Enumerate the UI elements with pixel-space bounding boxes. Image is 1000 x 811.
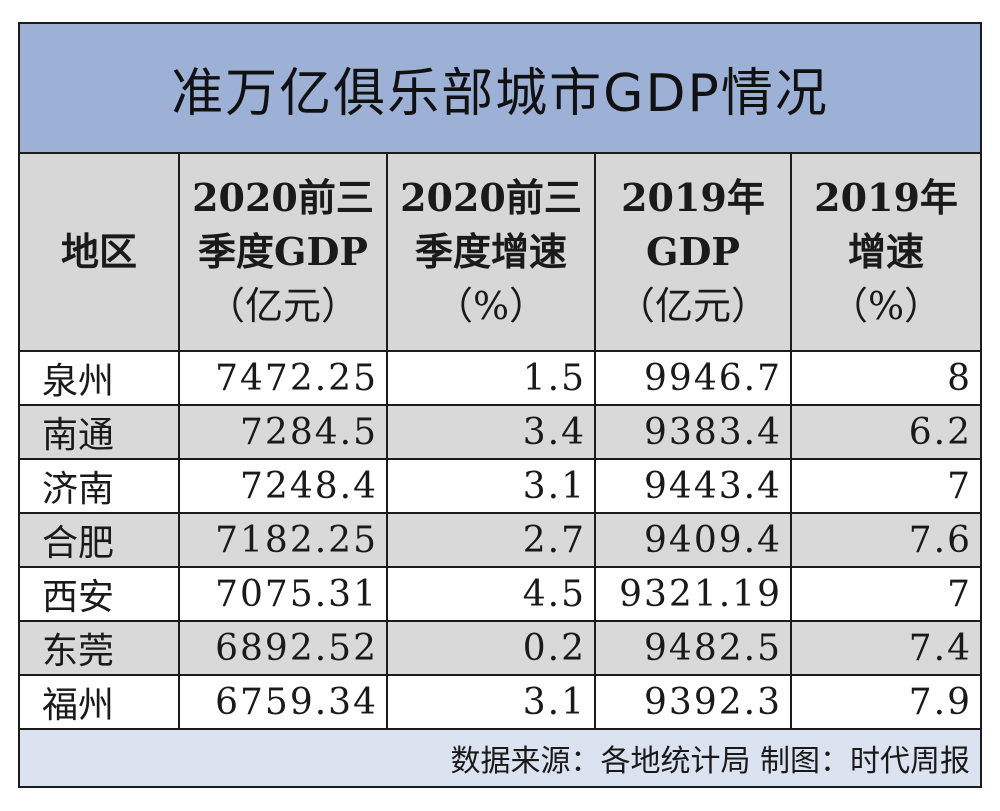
cell-gdp-2019: 9482.5 bbox=[594, 620, 792, 676]
cell-gdp-2020q3: 7284.5 bbox=[178, 404, 388, 460]
cell-growth-2019: 7.4 bbox=[789, 620, 983, 676]
table-row: 泉州 7472.25 1.5 9946.7 8 bbox=[18, 350, 983, 406]
table-row: 福州 6759.34 3.1 9392.3 7.9 bbox=[18, 674, 983, 730]
header-growth-2019: 2019年 增速 （%） bbox=[789, 152, 983, 352]
table-row: 合肥 7182.25 2.7 9409.4 7.6 bbox=[18, 512, 983, 568]
cell-gdp-2020q3: 6892.52 bbox=[178, 620, 388, 676]
cell-growth-2019: 8 bbox=[789, 350, 983, 406]
cell-gdp-2019: 9443.4 bbox=[594, 458, 792, 514]
cell-gdp-2019: 9392.3 bbox=[594, 674, 792, 730]
table-row: 南通 7284.5 3.4 9383.4 6.2 bbox=[18, 404, 983, 460]
cell-gdp-2020q3: 6759.34 bbox=[178, 674, 388, 730]
cell-city: 东莞 bbox=[18, 620, 180, 676]
cell-city: 济南 bbox=[18, 458, 180, 514]
table-row: 济南 7248.4 3.1 9443.4 7 bbox=[18, 458, 983, 514]
header-gdp-2020q3: 2020前三 季度GDP （亿元） bbox=[178, 152, 388, 352]
cell-city: 南通 bbox=[18, 404, 180, 460]
cell-growth-2020q3: 3.1 bbox=[386, 674, 596, 730]
table-title: 准万亿俱乐部城市GDP情况 bbox=[17, 22, 983, 154]
cell-city: 合肥 bbox=[18, 512, 180, 568]
cell-gdp-2019: 9946.7 bbox=[594, 350, 792, 406]
cell-gdp-2020q3: 7472.25 bbox=[178, 350, 388, 406]
header-row: 地区 2020前三 季度GDP （亿元） 2020前三 季度增速 （%） 2019年 GD… bbox=[18, 152, 983, 352]
cell-gdp-2019: 9321.19 bbox=[594, 566, 792, 622]
cell-city: 泉州 bbox=[18, 350, 180, 406]
cell-city: 西安 bbox=[18, 566, 180, 622]
cell-gdp-2020q3: 7075.31 bbox=[178, 566, 388, 622]
cell-growth-2019: 7.9 bbox=[789, 674, 983, 730]
cell-gdp-2020q3: 7248.4 bbox=[178, 458, 388, 514]
cell-growth-2019: 6.2 bbox=[789, 404, 983, 460]
table-row: 西安 7075.31 4.5 9321.19 7 bbox=[18, 566, 983, 622]
cell-growth-2019: 7.6 bbox=[789, 512, 983, 568]
header-region: 地区 bbox=[18, 152, 180, 352]
cell-growth-2020q3: 4.5 bbox=[386, 566, 596, 622]
cell-gdp-2020q3: 7182.25 bbox=[178, 512, 388, 568]
gdp-table: 准万亿俱乐部城市GDP情况 地区 2020前三 季度GDP （亿元） 2020前三季… bbox=[17, 22, 983, 788]
cell-city: 福州 bbox=[18, 674, 180, 730]
cell-growth-2020q3: 3.1 bbox=[386, 458, 596, 514]
cell-growth-2020q3: 2.7 bbox=[386, 512, 596, 568]
header-gdp-2019: 2019年 GDP （亿元） bbox=[594, 152, 792, 352]
cell-growth-2019: 7 bbox=[789, 566, 983, 622]
cell-growth-2020q3: 1.5 bbox=[386, 350, 596, 406]
gdp-table-sheet: 准万亿俱乐部城市GDP情况 地区 2020前三 季度GDP （亿元） 2020前三季… bbox=[17, 22, 983, 788]
table-row: 东莞 6892.52 0.2 9482.5 7.4 bbox=[18, 620, 983, 676]
source-note: 数据来源：各地统计局 制图：时代周报 bbox=[17, 728, 983, 788]
cell-growth-2020q3: 3.4 bbox=[386, 404, 596, 460]
cell-growth-2020q3: 0.2 bbox=[386, 620, 596, 676]
cell-gdp-2019: 9409.4 bbox=[594, 512, 792, 568]
cell-gdp-2019: 9383.4 bbox=[594, 404, 792, 460]
cell-growth-2019: 7 bbox=[789, 458, 983, 514]
header-growth-2020q3: 2020前三 季度增速 （%） bbox=[386, 152, 596, 352]
